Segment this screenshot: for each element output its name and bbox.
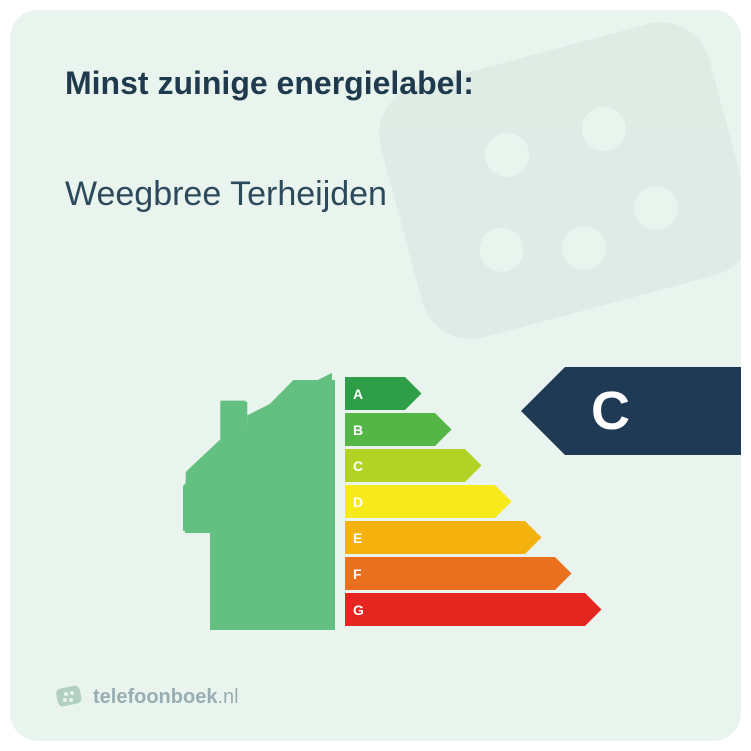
energy-bar-letter: A [353, 386, 363, 402]
card-title: Minst zuinige energielabel: [65, 65, 474, 102]
selected-label-badge: C [521, 367, 741, 455]
energy-bar-letter: C [353, 458, 363, 474]
footer: telefoonboek.nl [55, 683, 239, 711]
footer-logo-icon [55, 683, 83, 711]
footer-brand: telefoonboek.nl [93, 686, 239, 709]
selected-label-letter: C [591, 380, 630, 442]
energy-label-card: Minst zuinige energielabel: Weegbree Ter… [10, 10, 741, 741]
energy-bar-g: G [345, 593, 602, 626]
card-subtitle: Weegbree Terheijden [65, 175, 387, 214]
energy-bar-letter: F [353, 566, 362, 582]
house-shape [175, 370, 335, 620]
energy-bar-letter: G [353, 602, 364, 618]
energy-bar-f: F [345, 557, 602, 590]
energy-bar-letter: D [353, 494, 363, 510]
footer-brand-name: telefoonboek [93, 686, 217, 708]
energy-bar-e: E [345, 521, 602, 554]
energy-bar-d: D [345, 485, 602, 518]
footer-brand-suffix: .nl [217, 686, 238, 708]
energy-bar-letter: E [353, 530, 362, 546]
energy-bar-letter: B [353, 422, 363, 438]
